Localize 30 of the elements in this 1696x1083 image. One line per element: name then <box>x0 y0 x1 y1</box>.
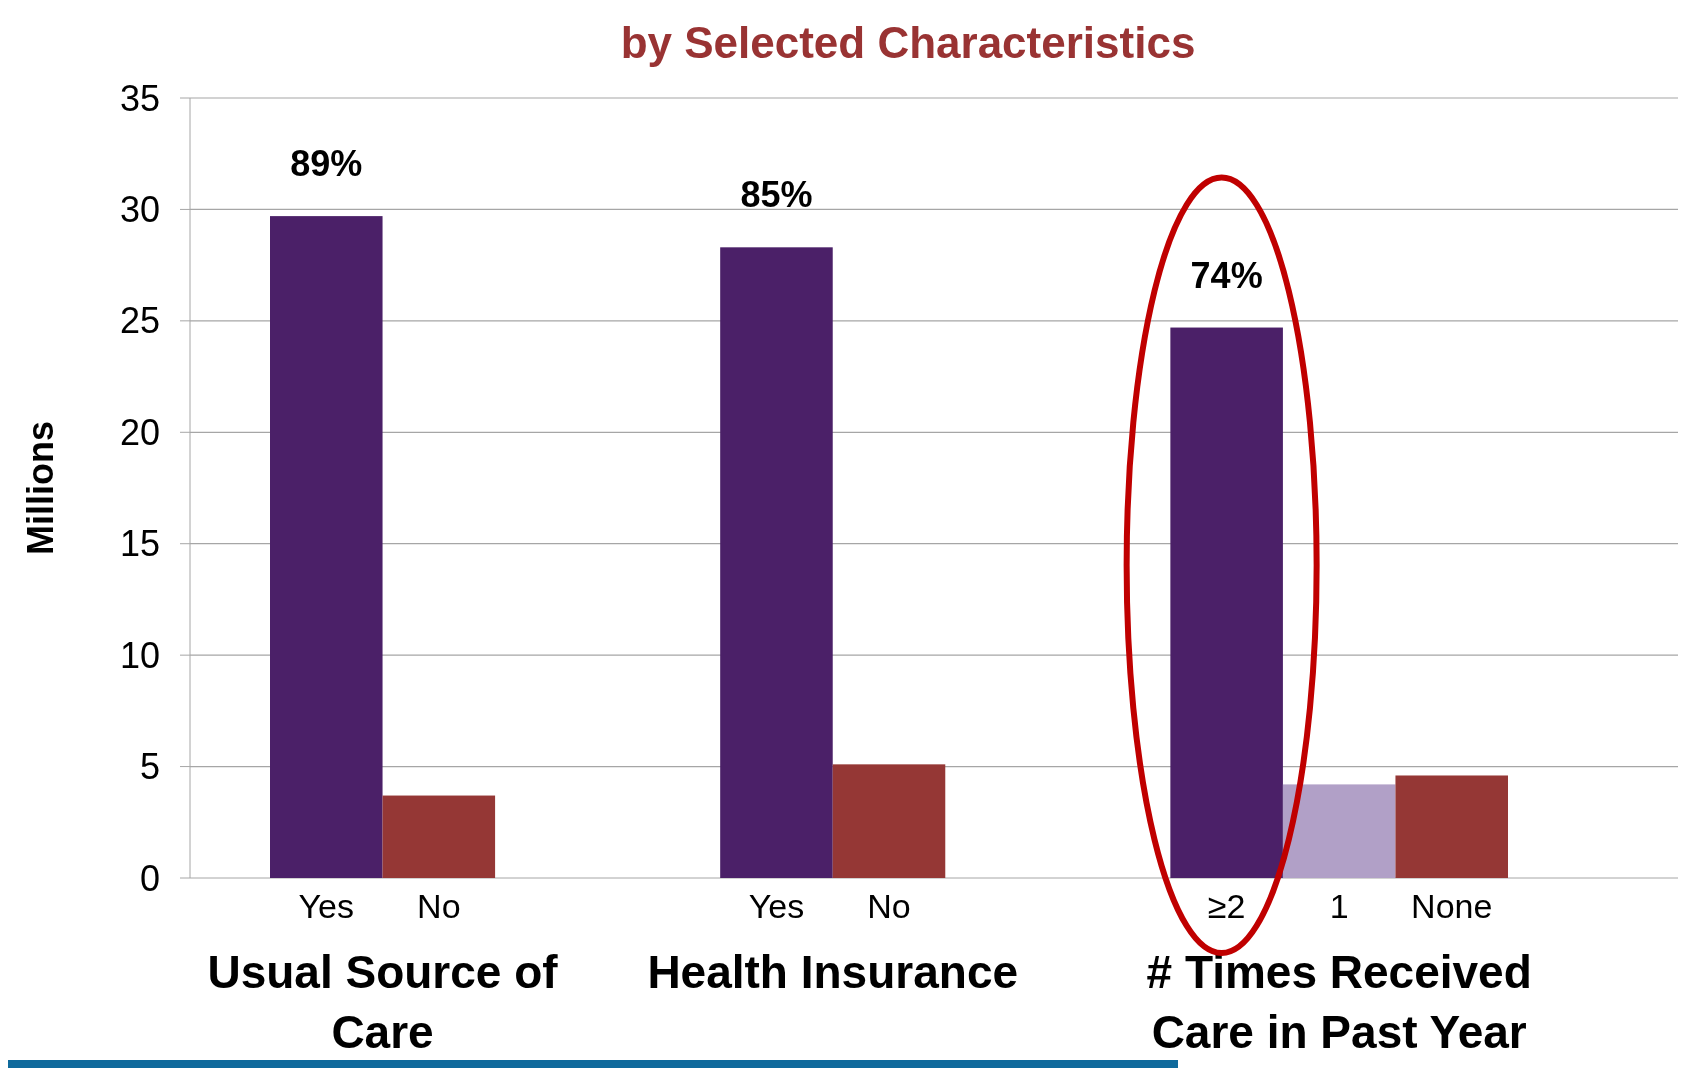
y-tick-label: 15 <box>119 523 160 565</box>
y-tick-label: 35 <box>119 77 160 119</box>
x-tick-label: Yes <box>298 887 355 925</box>
x-tick-label: No <box>417 887 461 925</box>
x-tick-label: None <box>1411 887 1493 925</box>
chart-title: by Selected Characteristics <box>620 18 1196 67</box>
annotation: 85% <box>740 174 813 216</box>
x-tick-label: No <box>867 887 911 925</box>
bar <box>832 764 946 878</box>
bar <box>382 795 496 878</box>
bar <box>1170 327 1283 878</box>
text: # Times Received Care in Past Year <box>1146 946 1532 1058</box>
y-tick-label: 10 <box>119 634 160 676</box>
annotation: 89% <box>290 143 363 185</box>
x-tick-label: 1 <box>1329 887 1349 925</box>
text: Usual Source of Care <box>207 946 559 1058</box>
bar <box>1282 784 1396 878</box>
y-tick-label: 5 <box>139 746 160 788</box>
y-tick-label: 25 <box>119 300 160 342</box>
annotation: 74% <box>1190 254 1263 296</box>
y-axis-title: Millions <box>20 421 61 555</box>
bar <box>720 247 833 878</box>
bar <box>1395 775 1508 878</box>
x-tick-label: Yes <box>748 887 805 925</box>
y-tick-label: 20 <box>119 411 160 453</box>
text: Health Insurance <box>647 946 1019 998</box>
bar <box>270 216 383 878</box>
y-tick-label: 0 <box>139 857 160 899</box>
y-tick-label: 30 <box>119 189 160 231</box>
x-tick-label: ≥2 <box>1207 887 1246 925</box>
